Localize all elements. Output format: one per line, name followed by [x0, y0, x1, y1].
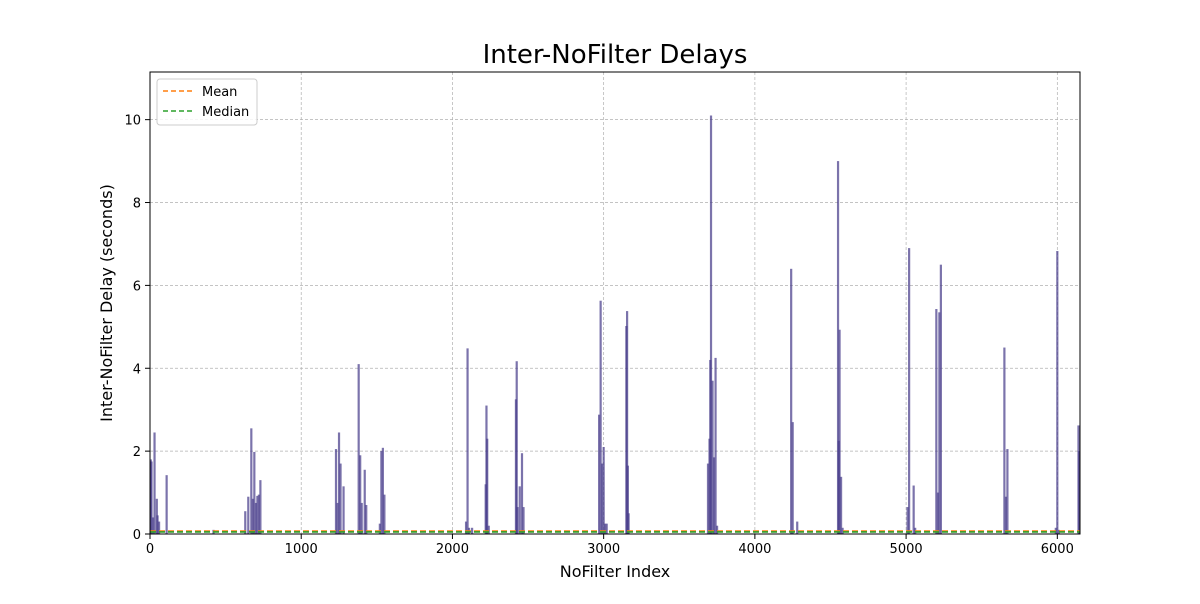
delay-bar — [838, 329, 841, 534]
chart-title: Inter-NoFilter Delays — [483, 40, 748, 70]
delay-bar — [153, 432, 156, 534]
delay-bar — [342, 486, 345, 534]
delay-bar — [247, 496, 250, 534]
delay-bar — [935, 309, 938, 534]
delay-bar — [1057, 529, 1060, 534]
legend-mean-label: Mean — [202, 85, 237, 100]
x-tick-label: 4000 — [738, 542, 771, 557]
delay-bar — [157, 521, 161, 534]
delay-bar — [602, 446, 605, 534]
delay-bar — [604, 523, 607, 534]
delay-bar — [336, 502, 339, 534]
delay-bar — [841, 527, 844, 534]
plot-frame — [149, 71, 1081, 535]
x-tick-label: 2000 — [436, 542, 469, 557]
legend: Mean Median — [156, 78, 258, 126]
delay-bar — [1003, 347, 1006, 534]
delay-bar — [939, 264, 942, 534]
delay-bar — [360, 502, 363, 534]
delay-bar — [1004, 496, 1008, 534]
delay-bar — [250, 428, 253, 534]
x-tick-label: 5000 — [890, 542, 923, 557]
delay-bar — [599, 300, 602, 534]
delay-bar — [605, 523, 608, 534]
delay-bar — [515, 361, 518, 534]
delay-bar — [470, 527, 474, 534]
delay-bar — [518, 486, 521, 534]
delay-bar — [711, 380, 714, 534]
delay-bar — [836, 161, 840, 534]
y-tick-label: 6 — [133, 279, 141, 294]
delay-bar — [598, 414, 601, 534]
delay-bar — [151, 517, 155, 534]
delay-bar — [626, 465, 629, 534]
delay-bar — [337, 432, 341, 534]
delay-bar — [257, 494, 260, 534]
delay-bar — [381, 447, 384, 534]
delay-bar — [251, 498, 254, 534]
delay-bar — [791, 422, 794, 534]
delay-bar — [1056, 250, 1059, 535]
delay-bar — [253, 451, 256, 534]
delay-bar — [165, 475, 168, 534]
delay-bar — [359, 455, 362, 534]
delay-bar — [706, 463, 710, 534]
x-tick-label: 0 — [146, 542, 154, 557]
y-axis-label: Inter-NoFilter Delay (seconds) — [97, 184, 116, 422]
delay-bar — [363, 469, 366, 534]
delay-bar — [601, 463, 604, 534]
delay-bar — [790, 268, 793, 534]
x-tick-label: 3000 — [587, 542, 620, 557]
delay-bar — [906, 507, 909, 534]
delay-bar — [156, 515, 159, 534]
delay-bar — [1078, 451, 1081, 534]
delay-bar — [715, 525, 719, 534]
x-tick-label: 6000 — [1041, 542, 1074, 557]
delay-bar — [464, 521, 468, 534]
delay-bar — [712, 457, 716, 534]
delay-bar — [383, 494, 386, 534]
delay-bar — [912, 485, 915, 534]
delay-bar — [378, 523, 381, 534]
delay-bar — [938, 312, 941, 534]
delay-bar — [516, 507, 519, 534]
y-tick-label: 8 — [133, 197, 141, 212]
delay-bar — [244, 511, 247, 534]
y-tick-label: 10 — [124, 114, 141, 129]
delay-bar — [520, 453, 524, 534]
delay-bar — [908, 248, 911, 535]
delay-bar — [839, 476, 843, 534]
delay-bar — [150, 461, 153, 534]
y-tick-label: 2 — [133, 445, 141, 460]
delay-bar — [709, 115, 713, 535]
y-tick-label: 4 — [133, 362, 141, 377]
delay-bar — [625, 311, 629, 534]
delay-bar — [487, 525, 490, 534]
delay-bar — [357, 364, 360, 534]
delay-bar — [259, 480, 262, 534]
y-tick-label: 0 — [133, 528, 141, 543]
x-tick-label: 1000 — [285, 542, 318, 557]
delay-bar — [522, 507, 525, 534]
x-axis-label: NoFilter Index — [560, 562, 671, 581]
delay-bar — [254, 502, 257, 534]
delay-bar — [627, 513, 630, 534]
bars — [149, 115, 1081, 535]
delay-bar — [334, 449, 338, 534]
delay-bar — [256, 495, 259, 534]
delay-bar — [796, 521, 799, 534]
delay-bar — [365, 504, 368, 534]
delay-bar — [936, 492, 939, 534]
delay-bar — [714, 357, 717, 534]
delay-bar — [380, 451, 383, 534]
delay-bar — [339, 463, 342, 534]
delay-bar — [486, 438, 489, 534]
delay-bar — [466, 348, 469, 534]
legend-median-label: Median — [202, 105, 249, 120]
reference-lines — [150, 530, 1080, 533]
delay-bar — [1006, 449, 1009, 534]
ticks: 0 1000 2000 3000 4000 5000 6000 0 2 4 6 8 10 — [124, 114, 1073, 557]
